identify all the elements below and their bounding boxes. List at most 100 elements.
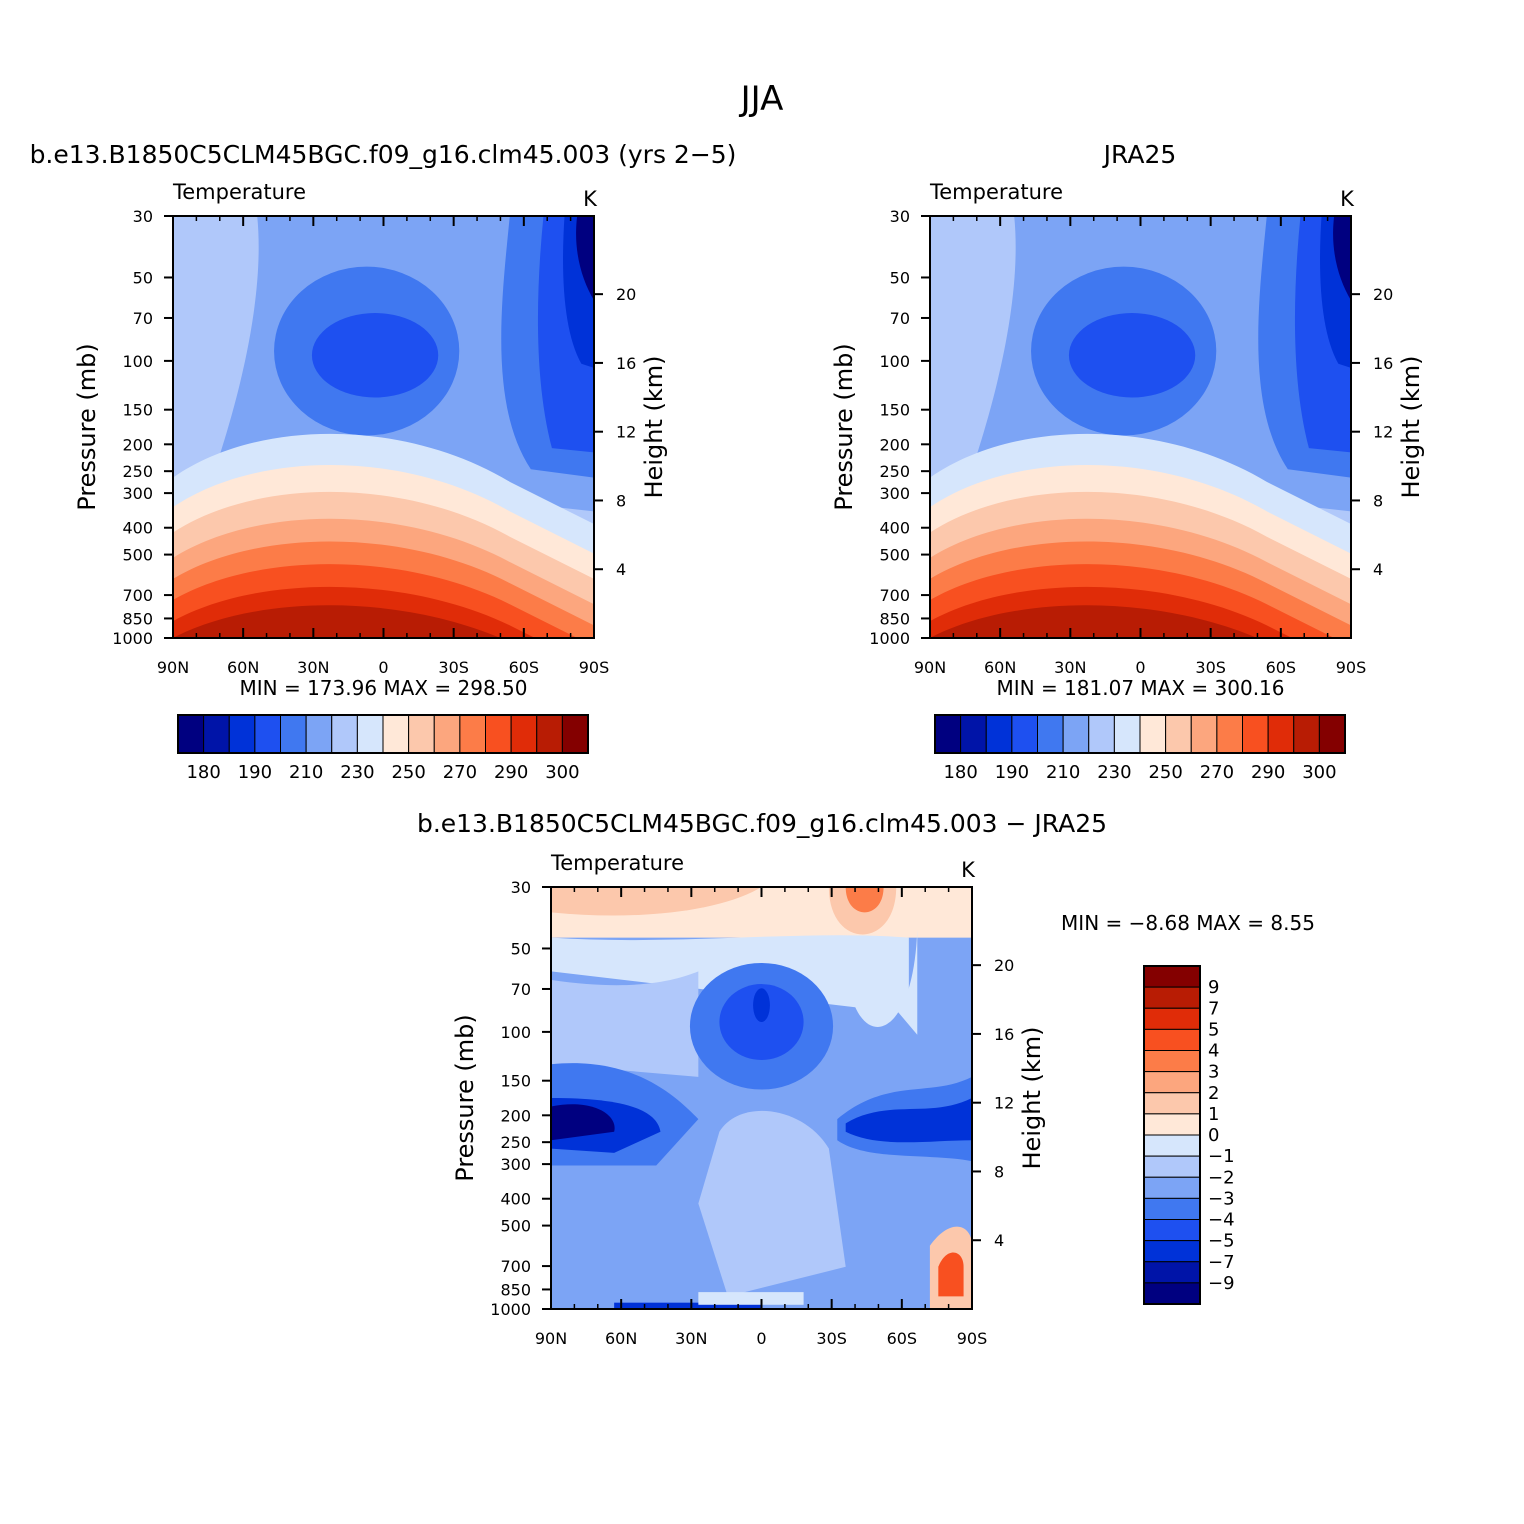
colorbar-swatch xyxy=(561,714,589,754)
colorbar-swatch xyxy=(1037,714,1064,754)
min-max-stats: MIN = −8.68 MAX = 8.55 xyxy=(1061,911,1315,935)
x-tick-label: 30S xyxy=(816,1329,847,1348)
colorbar-swatch xyxy=(305,714,333,754)
panel-variable-label: Temperature xyxy=(172,180,306,204)
x-tick-label: 60S xyxy=(887,1329,918,1348)
colorbar-swatch xyxy=(1062,714,1090,754)
colorbar-swatch xyxy=(1318,714,1346,754)
colorbar-swatch xyxy=(408,714,435,754)
y-axis-label: Pressure (mb) xyxy=(451,1014,479,1181)
min-max-stats: MIN = 173.96 MAX = 298.50 xyxy=(239,676,527,700)
colorbar-swatch xyxy=(331,714,358,754)
y-right-tick-label: 8 xyxy=(1373,491,1383,510)
field-band xyxy=(576,216,594,301)
colorbar-label: −4 xyxy=(1208,1210,1235,1231)
colorbar-swatch xyxy=(1165,714,1192,754)
colorbar-label: 5 xyxy=(1208,1019,1219,1040)
colorbar-swatch xyxy=(1143,965,1201,988)
y-right-tick-label: 12 xyxy=(994,1094,1014,1113)
chart-panel-1: b.e13.B1850C5CLM45BGC.f09_g16.clm45.003 … xyxy=(30,140,737,783)
colorbar-swatch xyxy=(1143,1028,1201,1051)
x-tick-label: 30S xyxy=(1195,658,1226,677)
field-band xyxy=(845,1098,972,1143)
x-tick-label: 90S xyxy=(579,658,610,677)
field-band xyxy=(1333,216,1351,301)
colorbar-swatch xyxy=(177,714,205,754)
field-band xyxy=(719,984,804,1061)
y-right-tick-label: 20 xyxy=(616,285,636,304)
y-tick-label: 100 xyxy=(879,352,910,371)
colorbar-label: 230 xyxy=(1097,762,1131,783)
panel-variable-label: Temperature xyxy=(929,180,1063,204)
colorbar-frame xyxy=(1143,965,1201,1305)
y-tick-label: 500 xyxy=(122,546,153,565)
colorbar-swatch xyxy=(1143,1197,1201,1220)
field-layer xyxy=(930,216,1351,638)
y-tick-label: 30 xyxy=(511,878,531,897)
colorbar-swatch xyxy=(1267,714,1295,754)
colorbar-label: −3 xyxy=(1208,1188,1235,1209)
y-axis-label: Pressure (mb) xyxy=(73,343,101,510)
field-band xyxy=(173,605,594,638)
y-tick-label: 70 xyxy=(511,980,531,999)
y-tick-label: 850 xyxy=(122,609,153,628)
field-band xyxy=(551,971,699,1077)
x-tick-label: 30N xyxy=(675,1329,707,1348)
colorbar-label: 210 xyxy=(1046,762,1080,783)
chart-panel-3: b.e13.B1850C5CLM45BGC.f09_g16.clm45.003 … xyxy=(417,809,1315,1348)
colorbar-swatch xyxy=(1293,714,1320,754)
y-tick-label: 300 xyxy=(500,1155,531,1174)
y-tick-label: 250 xyxy=(879,462,910,481)
colorbar-swatch xyxy=(356,714,384,754)
x-tick-label: 60N xyxy=(227,658,259,677)
colorbar-swatch xyxy=(1011,714,1038,754)
colorbar-swatch xyxy=(1113,714,1141,754)
field-layer xyxy=(551,887,972,1309)
colorbar-label: 290 xyxy=(494,762,528,783)
y-right-tick-label: 20 xyxy=(1373,285,1393,304)
field-band xyxy=(938,1252,964,1297)
y-tick-label: 300 xyxy=(122,484,153,503)
y-tick-label: 300 xyxy=(879,484,910,503)
panel-units-label: K xyxy=(583,187,598,211)
x-tick-label: 0 xyxy=(1135,658,1145,677)
y-right-tick-label: 8 xyxy=(616,491,626,510)
colorbar-label: 270 xyxy=(443,762,477,783)
field-band xyxy=(930,605,1351,638)
y-tick-label: 100 xyxy=(122,352,153,371)
y-tick-label: 150 xyxy=(500,1072,531,1091)
x-tick-label: 90S xyxy=(1336,658,1367,677)
x-tick-label: 60S xyxy=(509,658,540,677)
colorbar-label: 190 xyxy=(238,762,272,783)
colorbar-swatch xyxy=(228,714,256,754)
colorbar-swatch xyxy=(1143,986,1201,1009)
colorbar-label: 3 xyxy=(1208,1062,1219,1083)
y-right-tick-label: 20 xyxy=(994,956,1014,975)
chart-panel-2: JRA25 Temperature K 90N 60N 30N 0 30S 60S 90S 30 50… xyxy=(830,140,1425,783)
panel-units-label: K xyxy=(961,858,976,882)
x-tick-label: 60N xyxy=(984,658,1016,677)
colorbar-label: −2 xyxy=(1208,1167,1235,1188)
y-tick-label: 700 xyxy=(500,1257,531,1276)
x-tick-label: 90N xyxy=(535,1329,567,1348)
y-tick-label: 200 xyxy=(879,435,910,454)
colorbar-swatch xyxy=(1143,1282,1201,1305)
y-tick-label: 500 xyxy=(879,546,910,565)
colorbar-swatch xyxy=(1143,1155,1201,1178)
panel-title: b.e13.B1850C5CLM45BGC.f09_g16.clm45.003 … xyxy=(417,809,1107,838)
colorbar-label: 250 xyxy=(1148,762,1182,783)
colorbar-swatch xyxy=(934,714,962,754)
field-band xyxy=(753,988,770,1023)
colorbar-swatch xyxy=(1216,714,1243,754)
colorbar-swatch xyxy=(536,714,563,754)
colorbar-swatch xyxy=(1242,714,1269,754)
colorbar-label: −7 xyxy=(1208,1252,1235,1273)
y-right-axis-label: Height (km) xyxy=(640,356,668,499)
field-band xyxy=(311,313,439,398)
panel-title: b.e13.B1850C5CLM45BGC.f09_g16.clm45.003 … xyxy=(30,140,737,169)
panels: b.e13.B1850C5CLM45BGC.f09_g16.clm45.003 … xyxy=(30,140,1425,1348)
y-right-tick-label: 8 xyxy=(994,1162,1004,1181)
y-right-axis-label: Height (km) xyxy=(1018,1027,1046,1170)
colorbar-swatch xyxy=(1143,1071,1201,1094)
colorbar-label: 2 xyxy=(1208,1083,1219,1104)
